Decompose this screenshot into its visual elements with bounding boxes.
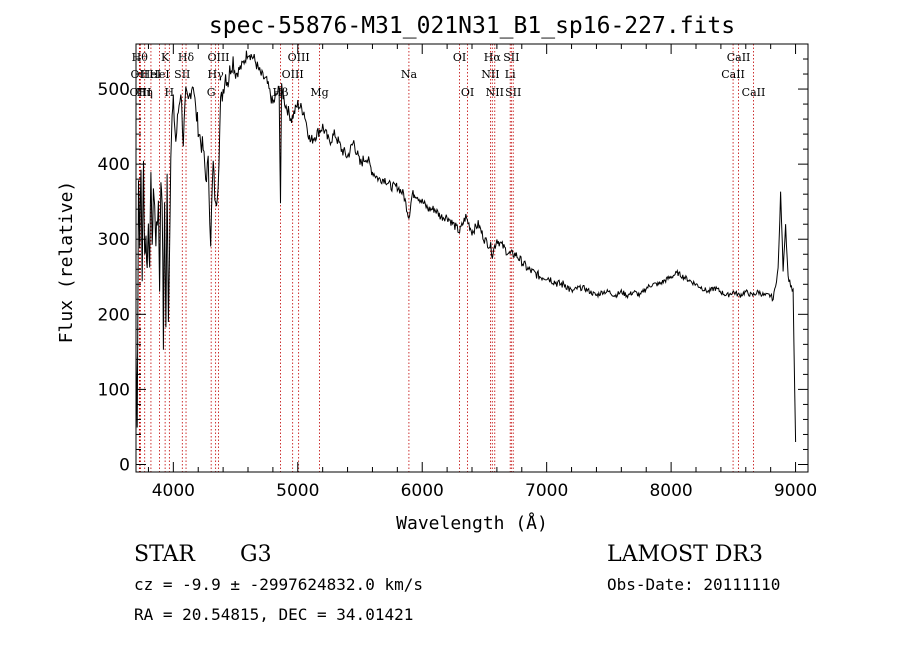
line-label: OI (461, 86, 474, 99)
line-label: Na (401, 68, 418, 81)
x-axis-label: Wavelength (Å) (396, 512, 548, 534)
x-axis: 4000 5000 6000 7000 8000 9000 (147, 44, 817, 501)
line-label: CaII (727, 51, 751, 64)
line-label: Hη (137, 86, 153, 99)
plot-frame (135, 43, 809, 473)
line-label: Hα (484, 51, 502, 64)
line-label: OI (453, 51, 466, 64)
line-label: NII (481, 68, 499, 81)
line-label: Mg (310, 86, 328, 99)
line-label: OIII (282, 68, 304, 81)
line-label: Hθ (132, 51, 149, 64)
y-tick-label: 0 (119, 455, 130, 475)
x-tick-label: 4000 (152, 481, 195, 501)
x-tick-label: 5000 (276, 481, 319, 501)
line-label: Hβ (273, 86, 289, 99)
line-label: SII (505, 86, 521, 99)
line-label: OIII (207, 51, 229, 64)
line-label: NII (486, 86, 504, 99)
y-axis: 0 100 200 300 400 500 (98, 58, 808, 475)
line-label: SII (174, 68, 190, 81)
line-label: G (207, 86, 216, 99)
coordinates-readout: RA = 20.54815, DEC = 34.01421 (134, 605, 413, 624)
y-tick-label: 400 (98, 155, 130, 175)
redshift-readout: cz = -9.9 ± -2997624832.0 km/s (134, 575, 423, 594)
emission-line-labels: HθOIIOIIIHηHeIHeIKHSIIHδGHγOIIIHβOIIIOII… (129, 51, 765, 99)
y-tick-label: 300 (98, 230, 130, 250)
line-label: SII (503, 51, 519, 64)
line-label: Hγ (208, 68, 225, 81)
x-tick-label: 6000 (401, 481, 444, 501)
line-label: CaII (742, 86, 766, 99)
line-label: CaII (721, 68, 745, 81)
chart-title: spec-55876-M31_021N31_B1_sp16-227.fits (209, 13, 735, 39)
x-tick-label: 8000 (649, 481, 692, 501)
object-class: STAR (134, 542, 196, 567)
observation-date: Obs-Date: 20111110 (607, 575, 780, 594)
object-subclass: G3 (240, 542, 272, 567)
survey-name: LAMOST DR3 (607, 542, 763, 567)
x-tick-label: 9000 (774, 481, 817, 501)
y-tick-label: 500 (98, 80, 130, 100)
line-label: H (165, 86, 175, 99)
line-label: HeI (149, 68, 169, 81)
line-label: Hδ (178, 51, 195, 64)
line-label: OIII (288, 51, 310, 64)
emission-line-markers (138, 44, 754, 472)
y-tick-label: 200 (98, 305, 130, 325)
spectrum-line (135, 50, 797, 443)
y-tick-label: 100 (98, 380, 130, 400)
line-label: K (161, 51, 170, 64)
y-axis-label: Flux (relative) (56, 181, 77, 344)
line-label: HeI (141, 68, 161, 81)
line-label: Li (505, 68, 516, 81)
x-tick-label: 7000 (525, 481, 568, 501)
